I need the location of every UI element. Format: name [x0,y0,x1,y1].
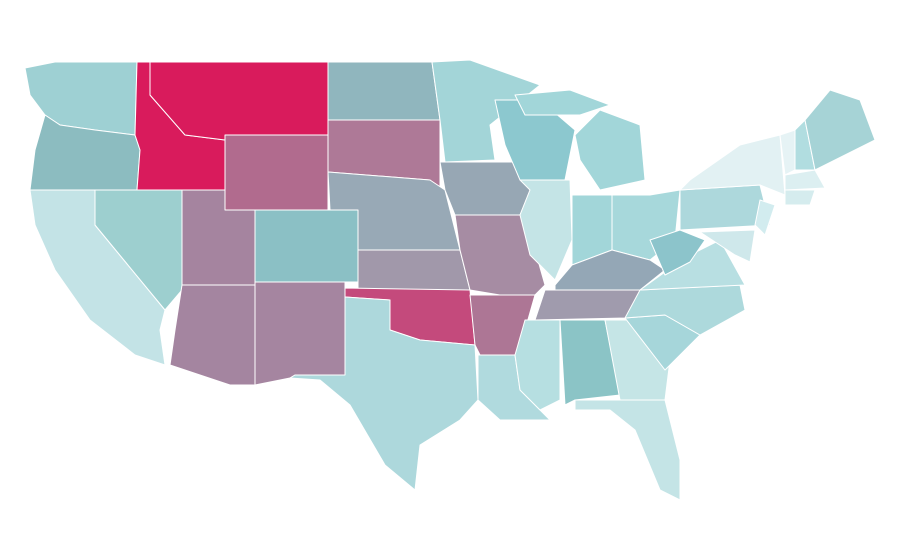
state [784,189,816,206]
state [519,179,573,281]
state [254,281,346,386]
state [289,296,479,491]
state [804,89,876,171]
state [574,109,646,191]
state [784,169,826,191]
state [327,61,441,121]
state [514,89,611,116]
state [754,199,776,236]
state [559,319,621,406]
state [224,134,329,211]
state [357,249,471,291]
state [699,229,756,263]
state [431,59,541,163]
state [254,209,359,283]
state [574,399,681,501]
state [649,229,706,276]
